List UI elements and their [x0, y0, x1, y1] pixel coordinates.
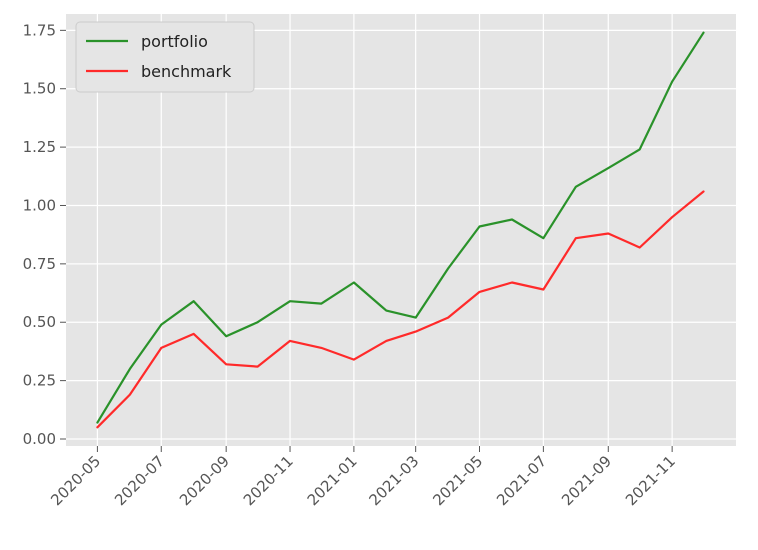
y-tick-label: 1.25: [23, 138, 56, 156]
y-tick-label: 0.00: [23, 430, 56, 448]
x-tick-label: 2021-05: [429, 452, 486, 509]
series-lines: [96, 31, 705, 429]
legend-box: [75, 21, 255, 93]
y-tick-label: 1.50: [23, 80, 56, 98]
series-line-portfolio: [96, 31, 705, 424]
y-tick-label: 0.25: [23, 372, 56, 390]
x-tick-label: 2020-07: [111, 452, 168, 509]
x-tick-label: 2020-11: [240, 452, 297, 509]
x-tick-label: 2021-07: [493, 452, 550, 509]
x-tick-label: 2020-09: [176, 452, 233, 509]
y-tick-label: 1.00: [23, 196, 56, 214]
legend-label-benchmark: benchmark: [141, 62, 232, 81]
x-tick-label: 2020-05: [47, 452, 104, 509]
x-tick-label: 2021-03: [365, 452, 422, 509]
legend: portfolio benchmark: [75, 21, 255, 93]
legend-label-portfolio: portfolio: [141, 32, 208, 51]
y-tick-label: 0.50: [23, 313, 56, 331]
x-tick-label: 2021-09: [558, 452, 615, 509]
series-line-benchmark: [96, 190, 705, 429]
x-tick-label: 2021-11: [622, 452, 679, 509]
y-tick-label: 0.75: [23, 255, 56, 273]
y-tick-label: 1.75: [23, 21, 56, 39]
x-tick-label: 2021-01: [304, 452, 361, 509]
